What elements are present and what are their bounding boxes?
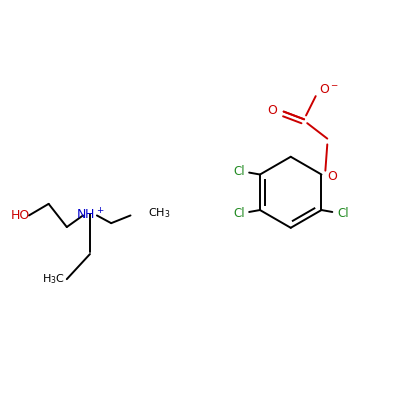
Text: O$^-$: O$^-$ xyxy=(319,83,339,96)
Text: NH$^+$: NH$^+$ xyxy=(76,208,104,223)
Text: H$_3$C: H$_3$C xyxy=(42,272,65,286)
Text: O: O xyxy=(327,170,337,183)
Text: HO: HO xyxy=(11,209,30,222)
Text: Cl: Cl xyxy=(233,165,244,178)
Text: CH$_3$: CH$_3$ xyxy=(148,207,170,220)
Text: O: O xyxy=(267,104,277,117)
Text: Cl: Cl xyxy=(337,207,348,220)
Text: Cl: Cl xyxy=(233,207,244,220)
